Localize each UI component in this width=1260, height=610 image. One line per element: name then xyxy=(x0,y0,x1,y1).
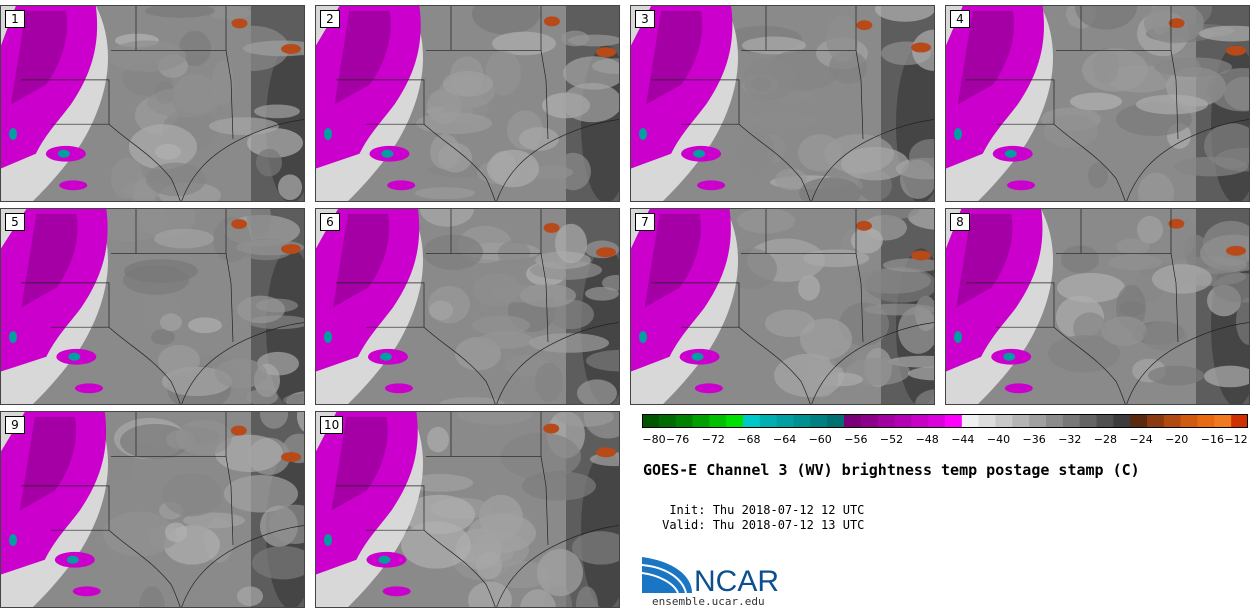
brightness-temp-map xyxy=(631,6,934,201)
colorbar-tick-label: −40 xyxy=(987,433,1010,446)
colorbar-bin xyxy=(1180,414,1198,428)
colorbar-tick-label: −68 xyxy=(737,433,760,446)
colorbar-bin xyxy=(827,414,845,428)
panel-number-label: 2 xyxy=(320,10,340,28)
colorbar-tick-label: −24 xyxy=(1129,433,1152,446)
colorbar-tick-label: −64 xyxy=(773,433,796,446)
valid-time: Valid: Thu 2018-07-12 13 UTC xyxy=(643,504,864,532)
colorbar-bin xyxy=(759,414,778,428)
colorbar-bin xyxy=(709,414,727,428)
colorbar-bin xyxy=(1029,414,1047,428)
colorbar-tick-label: −72 xyxy=(702,433,725,446)
logo-text: NCAR xyxy=(694,565,779,598)
colorbar-bin xyxy=(793,414,811,428)
ensemble-member-panel: 6 xyxy=(315,208,620,405)
colorbar-bin xyxy=(1214,414,1232,428)
colorbar-bin xyxy=(1163,414,1182,428)
colorbar-bin xyxy=(1197,414,1215,428)
colorbar-bin xyxy=(894,414,912,428)
ensemble-member-panel: 9 xyxy=(0,411,305,608)
colorbar-bin xyxy=(675,414,693,428)
brightness-temp-map xyxy=(1,6,304,201)
init-time: Init: Thu 2018-07-12 12 UTC xyxy=(643,489,864,517)
colorbar-tick-label: −12 xyxy=(1224,433,1247,446)
ensemble-member-panel: 2 xyxy=(315,5,620,202)
panel-number-label: 10 xyxy=(320,416,344,434)
ensemble-member-panel: 1 xyxy=(0,5,305,202)
brightness-temp-map xyxy=(631,209,934,404)
colorbar-bin xyxy=(945,414,963,428)
colorbar-tick-label: −48 xyxy=(916,433,939,446)
colorbar-bin xyxy=(1012,414,1030,428)
colorbar-bin xyxy=(726,414,744,428)
brightness-temp-map xyxy=(1,412,304,607)
colorbar-bin xyxy=(1079,414,1097,428)
colorbar-bin xyxy=(928,414,946,428)
colorbar-bin xyxy=(995,414,1013,428)
colorbar-bin xyxy=(978,414,996,428)
panel-number-label: 8 xyxy=(950,213,970,231)
colorbar-bin xyxy=(1062,414,1081,428)
product-title: GOES-E Channel 3 (WV) brightness temp po… xyxy=(643,461,1140,479)
colorbar-bin xyxy=(1231,414,1248,428)
valid-value: Thu 2018-07-12 13 UTC xyxy=(712,518,865,532)
colorbar-bin xyxy=(844,414,862,428)
colorbar-border xyxy=(642,414,1248,428)
ensemble-member-panel: 7 xyxy=(630,208,935,405)
panel-number-label: 3 xyxy=(635,10,655,28)
colorbar-bin xyxy=(642,414,660,428)
site-url: ensemble.ucar.edu xyxy=(652,595,765,608)
colorbar-tick-label: −60 xyxy=(809,433,832,446)
colorbar-tick-label: −28 xyxy=(1094,433,1117,446)
brightness-temp-map xyxy=(1,209,304,404)
brightness-temp-map xyxy=(946,209,1249,404)
colorbar-bin xyxy=(911,414,929,428)
init-value: Thu 2018-07-12 12 UTC xyxy=(712,503,865,517)
valid-label: Valid: xyxy=(662,518,706,532)
colorbar-bin xyxy=(1130,414,1148,428)
ncar-logo: NCAR xyxy=(642,557,779,598)
panel-number-label: 6 xyxy=(320,213,340,231)
brightness-temp-map xyxy=(946,6,1249,201)
ensemble-member-panel: 5 xyxy=(0,208,305,405)
colorbar-tick-label: −36 xyxy=(1022,433,1045,446)
colorbar-bin xyxy=(776,414,794,428)
panel-number-label: 5 xyxy=(5,213,25,231)
colorbar: −80 −76 −72 −68 −64 −60 −56 −52 −48 −44 −40 −36 −32−… xyxy=(642,414,1248,446)
panel-number-label: 4 xyxy=(950,10,970,28)
brightness-temp-map xyxy=(316,6,619,201)
ensemble-member-panel: 4 xyxy=(945,5,1250,202)
colorbar-bin xyxy=(961,414,980,428)
colorbar-tick-label: −76 xyxy=(666,433,689,446)
colorbar-bin xyxy=(1147,414,1165,428)
colorbar-bin xyxy=(860,414,879,428)
colorbar-bin xyxy=(1113,414,1131,428)
colorbar-bin xyxy=(1096,414,1114,428)
colorbar-bin xyxy=(877,414,895,428)
colorbar-tick-label: −44 xyxy=(951,433,974,446)
panel-number-label: 9 xyxy=(5,416,25,434)
colorbar-bin xyxy=(743,414,761,428)
colorbar-bin xyxy=(692,414,710,428)
colorbar-bin xyxy=(810,414,828,428)
colorbar-tick-label: −52 xyxy=(880,433,903,446)
ensemble-member-panel: 8 xyxy=(945,208,1250,405)
init-label: Init: xyxy=(669,503,706,517)
colorbar-tick-label: −20 xyxy=(1165,433,1188,446)
brightness-temp-map xyxy=(316,412,619,607)
panel-number-label: 1 xyxy=(5,10,25,28)
brightness-temp-map xyxy=(316,209,619,404)
colorbar-tick-label: −80 xyxy=(642,433,665,446)
ensemble-member-panel: 3 xyxy=(630,5,935,202)
colorbar-tick-label: −56 xyxy=(844,433,867,446)
colorbar-tick-label: −16 xyxy=(1201,433,1224,446)
colorbar-bin xyxy=(658,414,677,428)
panel-number-label: 7 xyxy=(635,213,655,231)
colorbar-bin xyxy=(1046,414,1064,428)
ensemble-member-panel: 10 xyxy=(315,411,620,608)
colorbar-tick-label: −32 xyxy=(1058,433,1081,446)
